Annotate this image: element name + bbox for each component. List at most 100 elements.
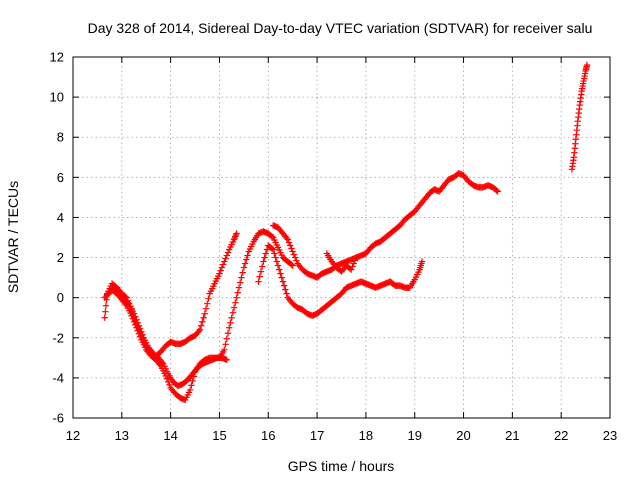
data-point xyxy=(223,252,230,259)
data-point xyxy=(293,257,300,264)
data-point xyxy=(288,261,295,268)
x-tick-label: 16 xyxy=(261,428,275,443)
y-tick-label: 8 xyxy=(57,130,64,145)
data-point xyxy=(129,315,137,322)
data-point xyxy=(268,245,276,252)
data-point xyxy=(229,309,237,316)
data-point xyxy=(256,273,263,280)
data-point xyxy=(156,361,163,368)
y-tick-label: -4 xyxy=(52,370,64,385)
x-tick-label: 12 xyxy=(66,428,80,443)
data-point xyxy=(202,305,210,312)
data-point xyxy=(133,324,140,331)
data-point xyxy=(166,381,173,389)
series-pass-7 xyxy=(568,61,591,173)
data-point xyxy=(195,328,202,335)
y-tick-label: 2 xyxy=(57,250,64,265)
data-point xyxy=(122,300,129,308)
data-point xyxy=(258,263,266,270)
data-point xyxy=(349,263,356,270)
data-point xyxy=(101,314,108,321)
data-point xyxy=(186,386,194,394)
y-tick-labels: -6 -4 -2 0 2 4 6 8 10 12 xyxy=(50,50,64,426)
data-point xyxy=(233,230,240,237)
data-point xyxy=(222,341,229,348)
data-point xyxy=(233,294,240,301)
data-point xyxy=(102,308,109,315)
x-tick-labels: 12 13 14 15 16 17 18 19 20 21 22 23 xyxy=(66,428,617,443)
data-point xyxy=(205,295,212,302)
data-point xyxy=(221,258,228,265)
data-point xyxy=(280,282,288,289)
series-pass-4 xyxy=(255,242,426,319)
data-point xyxy=(262,250,270,257)
data-point xyxy=(217,267,224,274)
series-pass-5 xyxy=(269,170,501,281)
data-point xyxy=(134,327,141,334)
x-tick-label: 19 xyxy=(407,428,421,443)
data-point xyxy=(279,278,287,285)
data-point xyxy=(288,245,295,252)
data-point xyxy=(278,274,285,281)
x-tick-label: 20 xyxy=(456,428,470,443)
data-point xyxy=(289,262,296,269)
data-point xyxy=(189,377,196,385)
data-point xyxy=(216,270,223,277)
data-point xyxy=(243,256,250,263)
data-point xyxy=(224,249,232,256)
data-point xyxy=(232,299,239,306)
x-axis-label: GPS time / hours xyxy=(288,458,395,474)
data-point xyxy=(230,304,238,311)
x-tick-label: 14 xyxy=(163,428,177,443)
y-tick-label: 10 xyxy=(50,90,64,105)
data-point xyxy=(287,242,294,249)
chart-title: Day 328 of 2014, Sidereal Day-to-day VTE… xyxy=(88,20,593,36)
data-point xyxy=(232,233,239,240)
data-point xyxy=(285,239,293,246)
y-tick-label: -2 xyxy=(52,330,64,345)
data-point xyxy=(240,264,248,271)
data-point xyxy=(291,254,299,261)
data-point xyxy=(223,356,230,364)
data-point xyxy=(350,260,357,267)
x-tick-label: 18 xyxy=(359,428,373,443)
plot-frame xyxy=(72,56,611,419)
data-point xyxy=(272,254,279,261)
data-point xyxy=(238,274,245,281)
data-point xyxy=(196,326,204,333)
y-tick-label: 0 xyxy=(57,290,64,305)
data-point xyxy=(283,234,290,242)
data-point xyxy=(188,382,195,389)
data-point xyxy=(227,319,234,326)
data-point xyxy=(200,314,207,321)
data-point xyxy=(224,330,232,337)
data-point xyxy=(282,286,289,293)
data-point xyxy=(239,269,246,276)
x-tick-label: 23 xyxy=(603,428,617,443)
data-point xyxy=(274,262,282,269)
data-point xyxy=(128,312,135,319)
data-point xyxy=(348,266,355,273)
data-point xyxy=(197,322,205,329)
data-point xyxy=(234,289,241,296)
series-pass-6 xyxy=(323,250,360,275)
data-point xyxy=(201,310,209,317)
data-point xyxy=(231,234,238,242)
x-tick-label: 17 xyxy=(310,428,324,443)
data-point xyxy=(493,187,500,194)
y-tick-label: -6 xyxy=(52,411,64,426)
data-point xyxy=(255,278,262,285)
data-point xyxy=(219,261,227,268)
data-point xyxy=(269,246,277,253)
data-point xyxy=(260,258,267,265)
data-point xyxy=(290,251,298,258)
data-series xyxy=(101,61,591,404)
y-tick-label: 12 xyxy=(50,50,64,65)
data-point xyxy=(132,321,139,328)
data-point xyxy=(218,264,226,271)
data-point xyxy=(163,375,171,383)
data-point xyxy=(237,279,244,286)
x-tick-label: 22 xyxy=(554,428,568,443)
data-point xyxy=(190,373,198,380)
x-tick-label: 21 xyxy=(505,428,519,443)
